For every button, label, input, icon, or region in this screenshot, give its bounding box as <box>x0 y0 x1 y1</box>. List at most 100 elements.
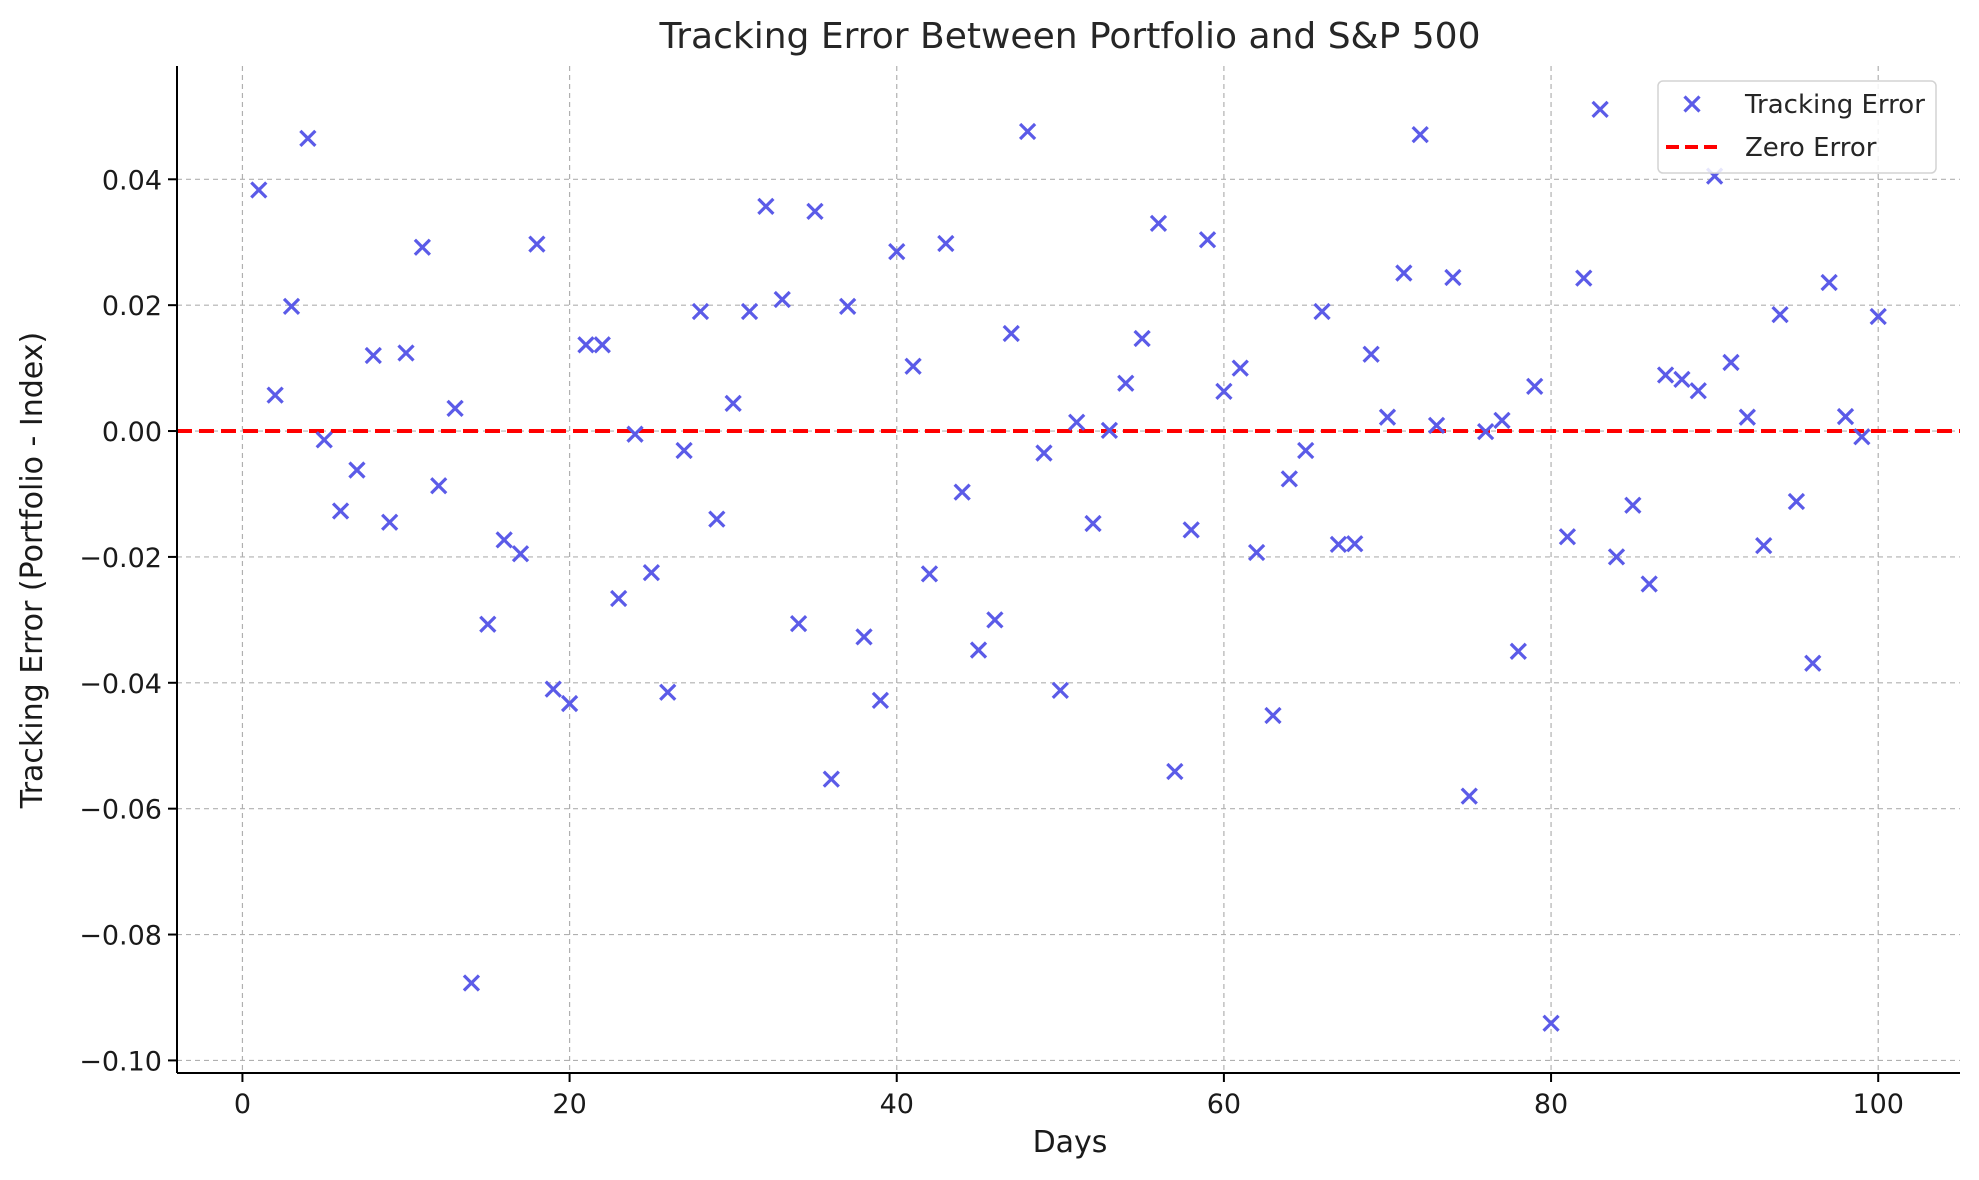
data-point <box>397 344 415 362</box>
data-point <box>1624 496 1642 514</box>
x-tick-label: 40 <box>880 1089 914 1120</box>
data-point <box>1607 548 1626 566</box>
data-point <box>1068 413 1086 431</box>
legend-x-marker <box>1683 95 1701 113</box>
data-point <box>1346 535 1364 553</box>
data-point <box>266 386 284 404</box>
grid-layer <box>177 66 1960 1073</box>
x-tick-label: 60 <box>1207 1089 1241 1120</box>
chart-title: Tracking Error Between Portfolio and S&P… <box>659 16 1481 57</box>
data-point <box>560 694 579 713</box>
data-point <box>806 202 824 221</box>
data-point <box>544 680 562 698</box>
data-point <box>1722 353 1740 372</box>
data-point <box>528 235 546 253</box>
data-point <box>675 441 693 460</box>
y-tick-label: −0.08 <box>79 921 162 952</box>
data-point <box>1476 423 1495 441</box>
data-point <box>1787 492 1806 511</box>
points-layer <box>250 100 1887 1032</box>
data-point <box>1313 302 1331 321</box>
data-point <box>789 614 808 633</box>
data-point <box>1542 1014 1560 1032</box>
data-point <box>855 628 873 646</box>
data-point <box>626 425 644 443</box>
x-tick-label: 0 <box>234 1089 251 1120</box>
data-point <box>659 683 677 701</box>
data-point <box>986 611 1004 629</box>
data-point <box>1084 514 1102 533</box>
data-point <box>250 181 268 199</box>
data-point <box>1051 681 1069 699</box>
y-tick-label: −0.04 <box>79 669 162 700</box>
data-point <box>1673 370 1691 389</box>
x-axis-title: Days <box>1033 1125 1108 1160</box>
data-point <box>1035 444 1053 462</box>
data-point <box>1820 273 1838 292</box>
data-point <box>904 357 922 375</box>
data-point <box>740 302 759 321</box>
data-point <box>282 297 301 316</box>
data-point <box>331 502 350 520</box>
data-point <box>593 336 611 354</box>
data-point <box>1836 407 1855 426</box>
data-point <box>969 641 988 659</box>
data-point <box>953 483 971 501</box>
data-point <box>446 399 464 418</box>
data-point <box>1689 382 1707 400</box>
data-point <box>1002 324 1020 343</box>
data-point <box>1575 269 1593 287</box>
legend-label-tracking-error: Tracking Error <box>1744 90 1925 120</box>
y-tick-label: 0.02 <box>102 291 162 322</box>
data-point <box>1133 329 1151 348</box>
data-point <box>1509 642 1527 660</box>
data-point <box>888 243 906 261</box>
data-point <box>610 589 628 608</box>
data-point <box>1444 268 1462 287</box>
data-point <box>1018 122 1037 141</box>
data-point <box>1231 359 1249 377</box>
legend-box <box>1657 80 1937 174</box>
data-point <box>413 238 431 256</box>
data-point <box>773 290 791 309</box>
data-point <box>495 531 513 549</box>
data-point <box>822 770 840 788</box>
legend: Tracking Error Zero Error <box>1657 80 1937 174</box>
x-tick-label: 20 <box>552 1089 586 1120</box>
data-point <box>757 197 775 215</box>
data-point <box>1411 125 1429 144</box>
data-point <box>1117 374 1135 392</box>
data-point <box>1149 214 1168 232</box>
data-point <box>1297 441 1315 460</box>
data-point <box>691 302 710 321</box>
data-point <box>479 615 497 633</box>
data-point <box>937 234 955 253</box>
data-point <box>1100 421 1119 440</box>
data-point <box>1771 305 1789 324</box>
data-point <box>1738 408 1756 426</box>
data-point <box>1215 382 1233 401</box>
y-tick-label: −0.10 <box>79 1046 162 1077</box>
data-point <box>511 545 530 563</box>
data-point <box>348 461 366 479</box>
y-tick-label: 0.00 <box>102 417 162 448</box>
y-axis-title: Tracking Error (Portfolio - Index) <box>15 332 50 809</box>
data-point <box>1427 416 1446 435</box>
data-point <box>1460 787 1478 805</box>
data-point <box>1247 543 1266 562</box>
data-point <box>364 346 382 365</box>
data-point <box>871 691 890 710</box>
data-point <box>642 564 661 582</box>
data-point <box>708 510 726 528</box>
x-tick-label: 80 <box>1534 1089 1568 1120</box>
data-point <box>1804 654 1822 672</box>
data-point <box>1362 345 1380 363</box>
legend-label-zero-error: Zero Error <box>1745 133 1877 163</box>
data-point <box>1182 521 1200 539</box>
data-point <box>1493 411 1511 429</box>
axes-layer <box>176 66 1960 1074</box>
data-point <box>1558 528 1577 546</box>
data-point <box>1591 100 1609 119</box>
